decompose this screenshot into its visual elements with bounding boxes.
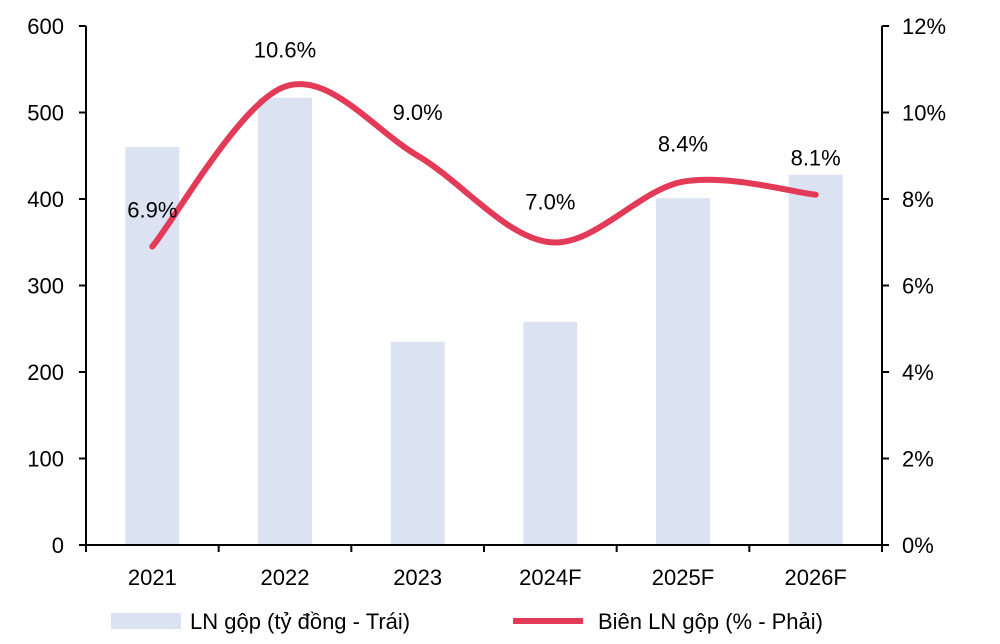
left-tick-label: 500 xyxy=(27,101,64,126)
left-tick-label: 600 xyxy=(27,14,64,39)
right-tick-label: 12% xyxy=(902,14,946,39)
bar-2021 xyxy=(125,147,180,545)
bar-2022 xyxy=(258,97,312,546)
x-axis-ticks: 2021 2022 2023 2024F 2025F 2026F xyxy=(85,545,883,590)
right-tick-label: 10% xyxy=(902,101,946,126)
x-tick-label: 2026F xyxy=(784,565,846,590)
left-tick-label: 400 xyxy=(27,187,64,212)
x-tick-label: 2023 xyxy=(393,565,442,590)
line-data-label: 6.9% xyxy=(127,198,177,223)
line-data-label: 10.6% xyxy=(254,38,316,63)
line-data-label: 8.1% xyxy=(791,146,841,171)
line-series xyxy=(149,81,819,250)
axes xyxy=(85,26,883,546)
left-tick-label: 100 xyxy=(27,447,64,472)
right-axis-ticks: 0% 2% 4% 6% 8% 10% 12% xyxy=(882,14,946,558)
legend: LN gộp (tỷ đồng - Trái) Biên LN gộp (% -… xyxy=(111,609,823,634)
legend-line-label: Biên LN gộp (% - Phải) xyxy=(598,609,823,634)
legend-bar-label: LN gộp (tỷ đồng - Trái) xyxy=(190,609,410,634)
bar-2026F xyxy=(788,174,843,545)
right-tick-label: 8% xyxy=(902,187,934,212)
left-tick-label: 200 xyxy=(27,360,64,385)
bar-series xyxy=(125,97,843,546)
right-tick-label: 2% xyxy=(902,447,934,472)
line-data-label: 8.4% xyxy=(658,132,708,157)
bar-2023 xyxy=(390,341,445,545)
legend-bar-swatch xyxy=(111,613,181,629)
right-tick-label: 6% xyxy=(902,274,934,299)
left-tick-label: 300 xyxy=(27,274,64,299)
line-data-label: 7.0% xyxy=(525,189,575,214)
data-labels: 6.9% 10.6% 9.0% 7.0% 8.4% 8.1% xyxy=(127,38,840,223)
left-axis-ticks: 0 100 200 300 400 500 600 xyxy=(27,14,86,558)
bar-2024F xyxy=(523,321,578,545)
x-tick-label: 2022 xyxy=(261,565,310,590)
x-tick-label: 2024F xyxy=(519,565,581,590)
left-tick-label: 0 xyxy=(52,533,64,558)
x-tick-label: 2021 xyxy=(128,565,177,590)
line-data-label: 9.0% xyxy=(393,100,443,125)
margin-line xyxy=(149,81,819,250)
right-tick-label: 0% xyxy=(902,533,934,558)
right-tick-label: 4% xyxy=(902,360,934,385)
bar-2025F xyxy=(656,198,710,545)
x-tick-label: 2025F xyxy=(652,565,714,590)
